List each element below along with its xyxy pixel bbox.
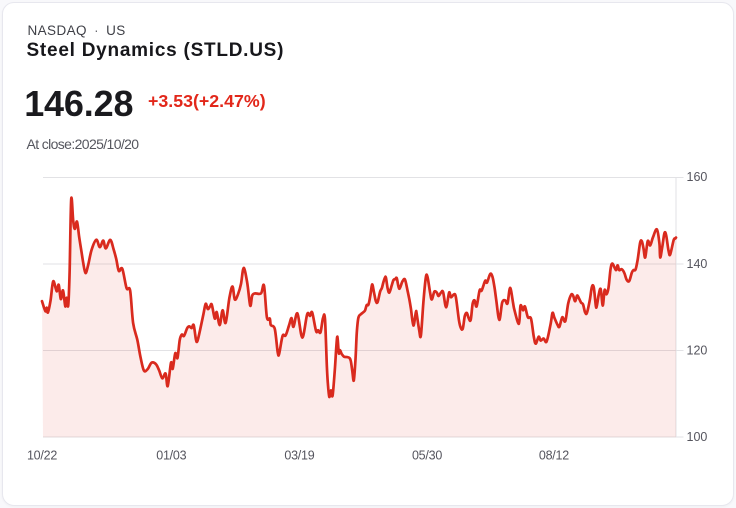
svg-text:120: 120: [687, 343, 708, 357]
svg-text:08/12: 08/12: [539, 448, 569, 462]
svg-text:160: 160: [687, 170, 708, 184]
svg-text:01/03: 01/03: [156, 448, 186, 462]
svg-text:10/22: 10/22: [27, 448, 57, 462]
svg-text:05/30: 05/30: [412, 448, 442, 462]
svg-text:100: 100: [687, 430, 708, 444]
svg-text:140: 140: [687, 257, 708, 271]
svg-text:03/19: 03/19: [284, 448, 314, 462]
